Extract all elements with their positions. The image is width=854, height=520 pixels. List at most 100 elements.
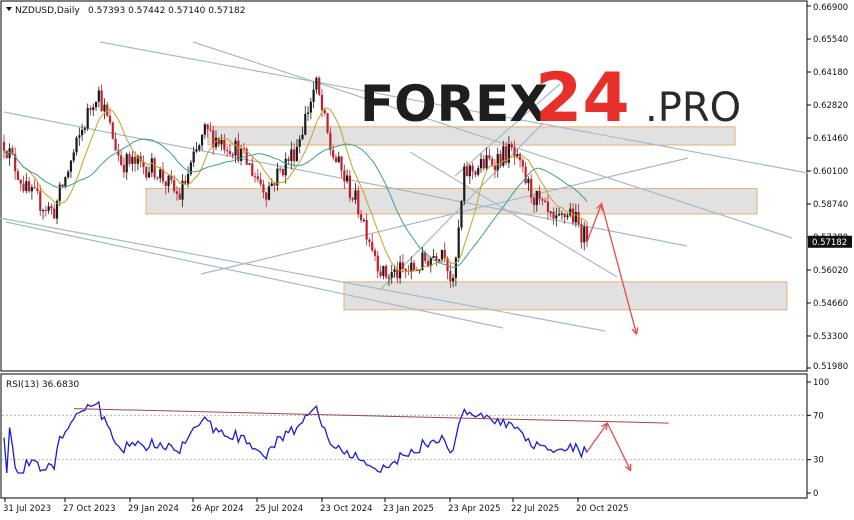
candle-body (574, 211, 577, 223)
candle-body (134, 156, 137, 164)
date-tick-label: 25 Jul 2024 (255, 504, 303, 514)
candle-body (120, 155, 123, 165)
candle-body (524, 166, 527, 184)
candle-body (337, 156, 340, 163)
candle-body (440, 249, 444, 260)
candle-body (33, 187, 36, 189)
candle-body (203, 124, 206, 135)
candle-body (558, 213, 561, 216)
candle-body (136, 156, 139, 164)
candle-body (424, 252, 427, 261)
symbol-label: NZDUSD,Daily (15, 6, 80, 16)
trend-line (454, 83, 561, 177)
candle-body (295, 146, 298, 162)
chart-header: NZDUSD,Daily 0.57393 0.57442 0.57140 0.5… (6, 6, 245, 390)
candle-body (195, 149, 198, 152)
candle-body (117, 150, 120, 156)
candle-body (273, 183, 276, 186)
candle-body (365, 220, 368, 240)
candle-body (312, 89, 315, 102)
candle-body (482, 158, 485, 169)
candle-body (513, 147, 516, 158)
price-tick-label: 0.64180 (813, 68, 848, 78)
candle-body (159, 169, 162, 179)
candle-body (566, 215, 569, 218)
price-layer (0, 41, 809, 335)
candle-body (538, 190, 541, 200)
candle-body (248, 163, 251, 165)
candle-body (270, 183, 273, 187)
forex24-logo: FOREX 24 .PRO (360, 59, 741, 138)
price-tick-label: 0.60100 (813, 167, 848, 177)
date-tick-label: 31 Jul 2023 (3, 504, 51, 514)
candle-body (16, 171, 20, 181)
candle-body (251, 163, 254, 177)
candle-body (92, 107, 95, 110)
sr-zone (145, 187, 758, 215)
rsi-tick-label: 70 (813, 411, 824, 421)
candle-body (97, 90, 100, 102)
candle-body (359, 214, 363, 221)
candle-body (510, 143, 513, 148)
candle-body (443, 249, 446, 258)
candle-body (326, 113, 329, 133)
candle-body (555, 215, 558, 219)
forecast-arrow-down (631, 327, 639, 335)
candle-body (320, 94, 324, 111)
candle-body (226, 149, 229, 152)
candle-body (150, 158, 153, 173)
last-price-box (808, 235, 852, 248)
candle-body (206, 124, 209, 130)
price-tick-label: 0.56020 (813, 266, 848, 276)
price-panel[interactable] (0, 0, 808, 372)
candle-body (585, 226, 589, 242)
candle-body (460, 201, 463, 228)
candle-body (306, 112, 310, 114)
candle-body (387, 277, 391, 279)
candle-body (231, 154, 234, 156)
candle-body (108, 115, 112, 123)
candle-body (253, 176, 257, 178)
candle-body (212, 130, 215, 148)
sr-zone (343, 281, 788, 311)
candle-body (362, 220, 365, 222)
axis-layer: 0.66900 0.65540 0.64180 0.62820 0.61460 0.601… (3, 3, 852, 514)
candle-body (237, 140, 240, 161)
candle-body (432, 256, 435, 258)
candle-body (50, 206, 53, 209)
candle-body (379, 271, 382, 276)
candle-body (449, 271, 452, 282)
candle-body (518, 154, 522, 161)
candle-body (580, 224, 583, 243)
candle-body (552, 211, 555, 219)
candle-body (240, 148, 243, 161)
candle-body (86, 108, 89, 129)
candle-body (530, 178, 533, 198)
rsi-panel[interactable] (0, 373, 808, 499)
candle-body (214, 137, 218, 148)
candle-body (318, 77, 321, 95)
candle-body (25, 181, 28, 191)
candle-body (142, 161, 145, 167)
candle-body (55, 200, 59, 219)
candle-body (19, 180, 22, 184)
rsi-line (3, 400, 588, 474)
rsi-forecast-arrow-up (600, 422, 609, 431)
rsi-label: RSI(13) 36.6830 (6, 380, 79, 390)
candle-body (348, 175, 351, 198)
candle-body (390, 272, 393, 278)
candle-body (125, 154, 128, 173)
candle-body (354, 190, 357, 200)
price-tick-label: 0.53300 (813, 332, 848, 342)
candle-body (81, 129, 84, 136)
candle-body (309, 101, 312, 113)
trend-line (0, 217, 606, 332)
candle-body (223, 140, 226, 150)
candle-body (75, 137, 78, 153)
candle-body (2, 141, 6, 151)
candle-body (167, 175, 170, 187)
candle-body (187, 173, 190, 184)
candle-body (560, 213, 563, 215)
